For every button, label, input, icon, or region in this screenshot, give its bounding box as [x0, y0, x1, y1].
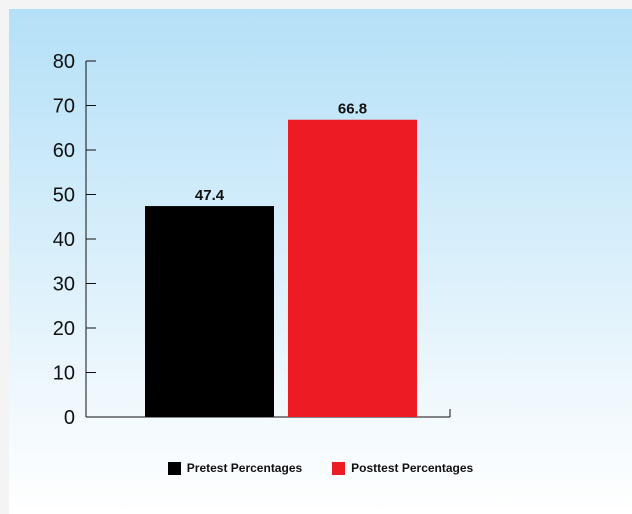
data-labels: 47.4 66.8	[195, 101, 367, 204]
legend-label-pretest: Pretest Percentages	[186, 461, 303, 475]
bar-value-label: 66.8	[338, 101, 367, 118]
y-axis-ticks: 0 10 20 30 40 50 60 70 80	[53, 51, 96, 429]
legend-label-posttest: Posttest Percentages	[351, 461, 474, 475]
bar-pretest	[145, 206, 274, 417]
y-tick-label: 50	[53, 185, 75, 207]
y-tick-label: 60	[53, 140, 75, 162]
y-tick-label: 0	[64, 407, 75, 429]
bar-value-label: 47.4	[195, 187, 225, 204]
y-tick-label: 70	[53, 96, 75, 118]
y-tick-label: 20	[53, 318, 75, 340]
y-tick-label: 30	[53, 274, 75, 296]
y-tick-label: 80	[53, 51, 75, 73]
bar-chart: 0 10 20 30 40 50 60 70 80 47.4 66.8	[9, 9, 632, 514]
legend-item-pretest: Pretest Percentages	[167, 461, 303, 475]
y-tick-label: 10	[53, 363, 75, 385]
bar-posttest	[288, 119, 417, 418]
bars	[145, 119, 417, 418]
y-tick-label: 40	[53, 229, 75, 251]
legend: Pretest Percentages Posttest Percentages	[9, 461, 632, 475]
legend-item-posttest: Posttest Percentages	[332, 461, 473, 475]
legend-swatch-posttest	[332, 461, 346, 475]
chart-frame: 0 10 20 30 40 50 60 70 80 47.4 66.8 Pretest Perce…	[9, 9, 632, 514]
legend-swatch-pretest	[167, 461, 181, 475]
